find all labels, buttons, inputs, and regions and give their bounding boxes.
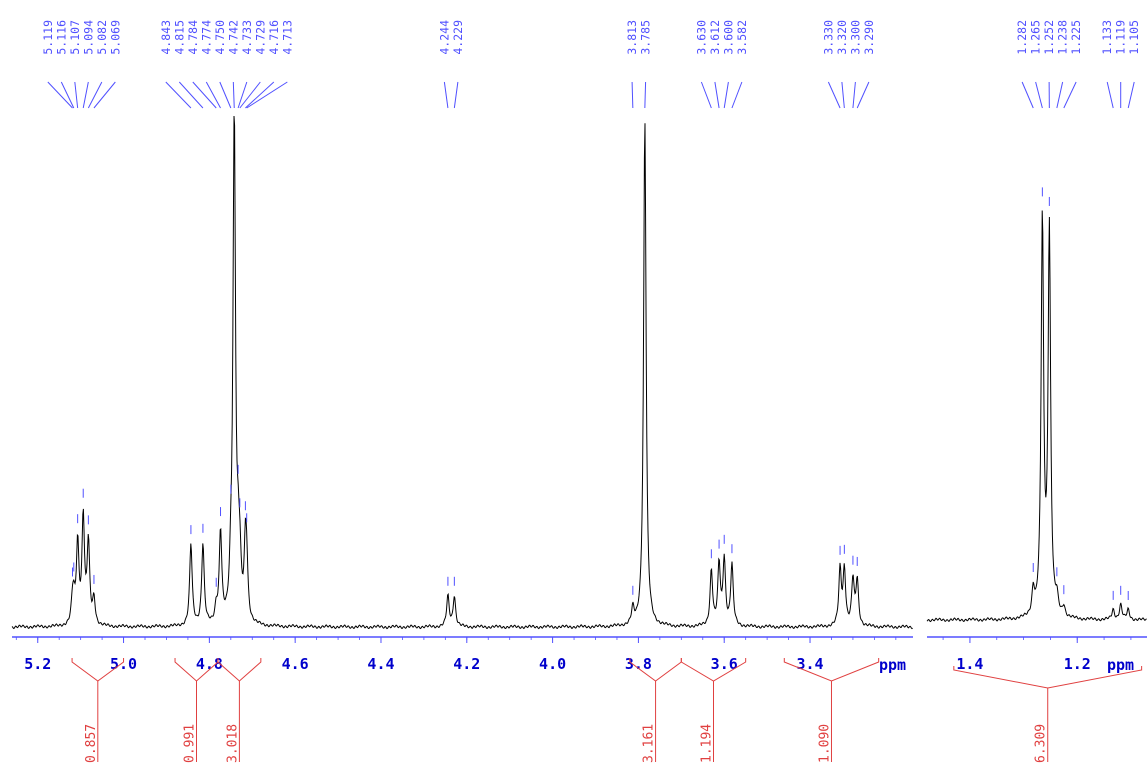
peak-label-leader <box>644 81 647 109</box>
peak-label-leader <box>1021 81 1034 109</box>
peak-label-leader <box>74 81 79 109</box>
peak-label: 4.774 <box>199 20 213 55</box>
peak-label: 4.729 <box>253 20 267 55</box>
peak-label-leader <box>237 81 248 109</box>
peak-label-leader <box>841 81 845 109</box>
peak-label: 1.265 <box>1029 20 1043 55</box>
peak-label: 4.815 <box>172 20 186 55</box>
peak-label-leader <box>1106 81 1114 109</box>
peak-label: 5.069 <box>108 20 122 55</box>
integral-value: 1.194 <box>699 724 714 763</box>
x-axis-unit-label: ppm <box>1107 656 1134 674</box>
peak-label: 1.119 <box>1114 20 1128 55</box>
peak-label-leader <box>700 81 712 109</box>
peak-label: 3.300 <box>848 20 862 55</box>
peak-label: 3.290 <box>862 20 876 55</box>
peak-label-leader <box>93 81 116 109</box>
peak-label-leader <box>856 81 870 109</box>
x-tick-label: 3.4 <box>796 655 823 673</box>
peak-label-leader <box>1035 81 1043 109</box>
peak-label-leader <box>723 81 729 109</box>
peak-label-leader <box>87 81 103 109</box>
peak-label: 5.119 <box>41 20 55 55</box>
integral-value: 1.090 <box>817 724 832 763</box>
x-tick-label: 1.2 <box>1064 655 1091 673</box>
peak-label-leader <box>714 81 720 109</box>
integral-value: 3.018 <box>225 724 240 763</box>
peak-label: 1.133 <box>1100 20 1114 55</box>
spectrum-trace-0 <box>11 115 913 630</box>
x-axis-unit-label: ppm <box>879 656 906 674</box>
peak-label: 3.330 <box>821 20 835 55</box>
peak-label-leader <box>165 81 192 109</box>
integral-value: 6.309 <box>1034 724 1049 763</box>
x-tick-label: 3.8 <box>625 655 652 673</box>
peak-label: 1.282 <box>1015 20 1029 55</box>
x-tick-label: 5.0 <box>110 655 137 673</box>
peak-label-leader <box>246 81 288 109</box>
x-tick-label: 4.4 <box>367 655 394 673</box>
peak-label-leader <box>1127 81 1135 109</box>
peak-label: 5.107 <box>68 20 82 55</box>
peak-label: 4.244 <box>437 20 451 55</box>
peak-label-leader <box>205 81 221 109</box>
peak-label-leader <box>47 81 73 109</box>
spectrum-trace-1 <box>926 210 1147 623</box>
peak-label: 4.713 <box>280 20 294 55</box>
peak-label: 1.252 <box>1042 20 1056 55</box>
peak-label: 3.813 <box>625 20 639 55</box>
x-tick-label: 3.6 <box>711 655 738 673</box>
peak-label: 3.630 <box>694 20 708 55</box>
peak-label-leader <box>239 81 261 109</box>
x-tick-label: 4.2 <box>453 655 480 673</box>
peak-label: 3.785 <box>639 20 653 55</box>
peak-label-leader <box>1056 81 1064 109</box>
peak-label: 4.750 <box>213 20 227 55</box>
peak-label: 4.229 <box>451 20 465 55</box>
peak-label-leader <box>60 81 75 109</box>
x-tick-label: 4.0 <box>539 655 566 673</box>
x-tick-label: 4.8 <box>196 655 223 673</box>
peak-label: 1.238 <box>1056 20 1070 55</box>
peak-label-leader <box>245 81 275 109</box>
peak-label: 5.116 <box>54 20 68 55</box>
peak-label-leader <box>631 81 634 109</box>
integral-value: 3.161 <box>642 724 657 763</box>
peak-label: 4.716 <box>267 20 281 55</box>
x-tick-label: 1.4 <box>956 655 983 673</box>
peak-label-leader <box>232 81 235 109</box>
peak-label: 4.733 <box>240 20 254 55</box>
peak-label: 1.105 <box>1127 20 1141 55</box>
integral-value: 0.857 <box>84 724 99 763</box>
integral-value: 0.991 <box>182 724 197 763</box>
x-tick-label: 5.2 <box>24 655 51 673</box>
peak-label-leader <box>453 81 459 109</box>
peak-label-leader <box>82 81 89 109</box>
peak-label-leader <box>219 81 232 109</box>
x-tick-label: 4.6 <box>282 655 309 673</box>
peak-label-leader <box>443 81 449 109</box>
peak-label: 3.320 <box>835 20 849 55</box>
peak-label-leader <box>827 81 841 109</box>
peak-label-leader <box>178 81 204 109</box>
peak-label-leader <box>731 81 743 109</box>
peak-label: 3.600 <box>721 20 735 55</box>
peak-label-leader <box>192 81 217 109</box>
peak-label: 4.784 <box>186 20 200 55</box>
peak-label: 5.082 <box>95 20 109 55</box>
peak-label: 3.612 <box>708 20 722 55</box>
peak-label: 5.094 <box>81 20 95 55</box>
peak-label: 3.582 <box>735 20 749 55</box>
peak-label: 4.742 <box>226 20 240 55</box>
integral-bracket <box>217 658 262 682</box>
peak-label: 1.225 <box>1069 20 1083 55</box>
peak-label: 4.843 <box>159 20 173 55</box>
peak-label-leader <box>1063 81 1077 109</box>
peak-label-leader <box>852 81 856 109</box>
